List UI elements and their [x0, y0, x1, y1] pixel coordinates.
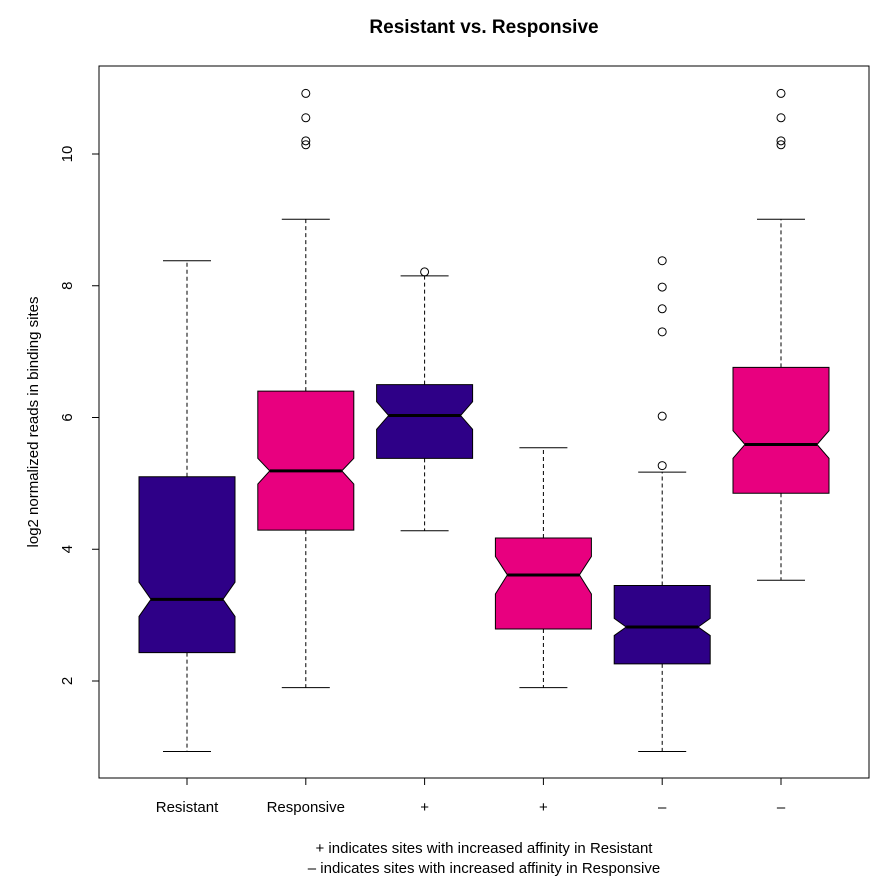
chart-title: Resistant vs. Responsive: [369, 17, 598, 38]
box-body: [732, 366, 830, 494]
y-tick-label-10: 10: [59, 146, 76, 163]
box-3: [376, 267, 474, 532]
outlier-point-2: [657, 411, 667, 421]
y-tick-label-8: 8: [59, 282, 76, 290]
outlier-point-4: [776, 88, 786, 98]
x-tick-label-4: +: [539, 799, 548, 816]
boxes-group: [138, 88, 830, 752]
outlier-point-6: [657, 256, 667, 266]
outlier-point-4: [657, 304, 667, 314]
x-tick-label-2: Responsive: [267, 799, 345, 816]
outlier-point-3: [657, 327, 667, 337]
x-tick-label-3: +: [420, 799, 429, 816]
box-4: [494, 447, 592, 689]
footnote-increased-resistant: + indicates sites with increased affinit…: [316, 840, 654, 857]
x-axis: Resistant Responsive + + – –: [156, 778, 786, 816]
y-axis: 2 4 6 8 10: [59, 146, 100, 685]
y-tick-label-2: 2: [59, 677, 76, 685]
box-body: [494, 537, 592, 630]
footnote-increased-responsive: – indicates sites with increased affinit…: [308, 860, 660, 877]
box-6: [732, 88, 830, 581]
x-tick-label-6: –: [777, 799, 786, 816]
outlier-point-1: [776, 140, 786, 150]
outlier-point-2: [776, 136, 786, 146]
outlier-point-3: [776, 113, 786, 123]
y-axis-label: log2 normalized reads in binding sites: [25, 297, 42, 548]
box-body: [376, 384, 474, 459]
box-body: [613, 584, 711, 665]
box-2: [257, 88, 355, 689]
outlier-point-5: [657, 282, 667, 292]
outlier-point-3: [301, 113, 311, 123]
box-5: [613, 256, 711, 752]
box-1: [138, 260, 236, 752]
outlier-point-1: [657, 461, 667, 471]
box-body: [138, 476, 236, 654]
outlier-point-1: [420, 267, 430, 277]
x-tick-label-5: –: [658, 799, 667, 816]
y-tick-label-4: 4: [59, 545, 76, 553]
outlier-point-2: [301, 136, 311, 146]
outlier-point-1: [301, 140, 311, 150]
box-body: [257, 390, 355, 531]
x-tick-label-1: Resistant: [156, 799, 219, 816]
outlier-point-4: [301, 88, 311, 98]
y-tick-label-6: 6: [59, 413, 76, 421]
